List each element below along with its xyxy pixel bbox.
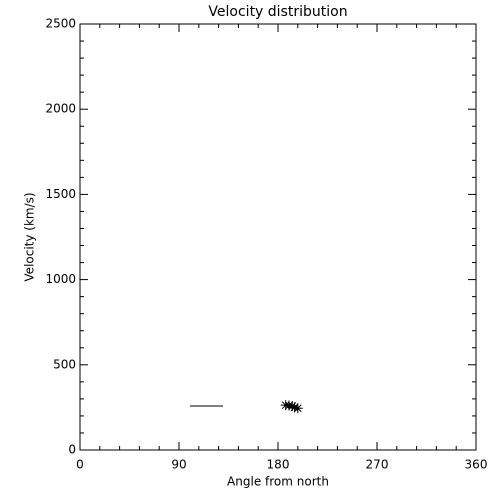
x-tick-label: 90 <box>171 458 186 472</box>
x-tick-label: 0 <box>76 458 84 472</box>
asterisk-point <box>287 401 298 412</box>
y-tick-label: 1500 <box>45 187 76 201</box>
x-tick-label: 270 <box>366 458 389 472</box>
y-tick-label: 1000 <box>45 272 76 286</box>
chart-title: Velocity distribution <box>208 4 347 20</box>
x-tick-label: 180 <box>267 458 290 472</box>
y-tick-label: 0 <box>68 443 76 457</box>
y-tick-label: 500 <box>53 357 76 371</box>
asterisk-point <box>284 400 294 411</box>
x-tick-label: 360 <box>465 458 488 472</box>
asterisk-point <box>289 402 300 413</box>
y-axis-label: Velocity (km/s) <box>23 192 37 281</box>
y-tick-label: 2000 <box>45 102 76 116</box>
asterisk-point <box>292 403 303 414</box>
x-axis-label: Angle from north <box>227 475 329 489</box>
y-tick-label: 2500 <box>45 17 76 31</box>
